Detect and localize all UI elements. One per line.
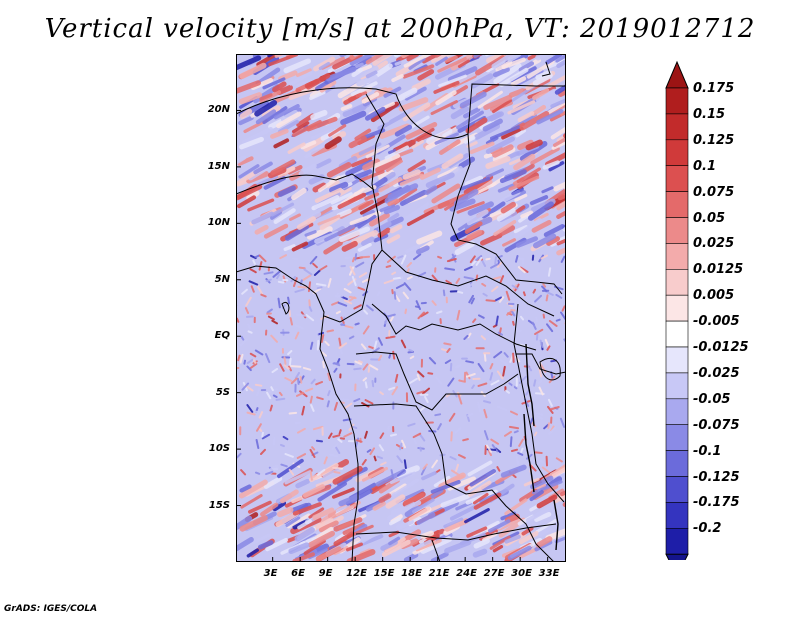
colorbar-swatch — [665, 165, 689, 192]
lon-tick-label: 12E — [346, 568, 367, 579]
lat-tick-label: 20N — [207, 104, 230, 116]
lon-tick-label: 6E — [291, 568, 305, 579]
colorbar-swatch — [665, 320, 689, 348]
colorbar-level-label: -0.2 — [693, 521, 722, 537]
colorbar-level-label: 0.175 — [693, 81, 735, 96]
lat-tick-label: EQ — [214, 330, 230, 342]
west-coastline — [236, 265, 359, 562]
lat-tick-label: 15S — [208, 499, 230, 511]
lat-tick-label: 5S — [215, 386, 230, 398]
colorbar-bottom-arrow — [665, 553, 689, 578]
colorbar-level-label: 0.1 — [693, 158, 717, 174]
colorbar-swatch — [665, 217, 689, 244]
chad-sudan-border — [450, 133, 563, 295]
colorbar-level-label: 0.0125 — [693, 262, 744, 278]
field-strokes — [236, 54, 566, 562]
colorbar-level-label: -0.05 — [693, 391, 731, 407]
colorbar-level-label: 0.025 — [693, 236, 735, 252]
drc-west-border — [355, 351, 519, 411]
great-lakes-border — [513, 303, 565, 503]
lon-tick-label: 27E — [483, 568, 505, 579]
colorbar-swatch — [665, 269, 689, 296]
colorbar-top-arrow — [665, 60, 689, 89]
map-frame — [236, 54, 566, 562]
map-title: Vertical velocity [m/s] at 200hPa, VT: 2… — [44, 14, 756, 44]
congo-north-border — [371, 303, 537, 351]
vertical-velocity-field — [236, 54, 566, 562]
colorbar-level-label: 0.005 — [693, 288, 735, 304]
colorbar-swatch — [665, 243, 689, 270]
lon-tick-label: 24E — [456, 568, 477, 579]
lon-tick-label: 21E — [428, 568, 450, 579]
colorbar-swatch — [665, 398, 689, 425]
lon-tick-label: 33E — [538, 568, 560, 579]
colorbar-swatch — [665, 502, 689, 529]
colorbar-swatch — [665, 294, 689, 322]
colorbar-swatches — [665, 60, 689, 578]
nile-feature — [541, 61, 551, 77]
colorbar-level-label: -0.005 — [693, 314, 740, 330]
colorbar-level-label: -0.0125 — [693, 340, 749, 355]
lat-tick-label: 10N — [207, 217, 230, 229]
colorbar-level-label: 0.125 — [693, 132, 735, 148]
colorbar-swatch — [665, 450, 689, 477]
lon-tick-label: 9E — [318, 568, 333, 579]
colorbar-level-label: 0.075 — [693, 184, 735, 200]
colorbar-level-label: -0.075 — [693, 417, 740, 433]
colorbar-level-label: -0.025 — [693, 365, 740, 381]
car-border — [381, 249, 555, 317]
north-border — [236, 83, 566, 139]
map-panel: 3E 6E 9E 12E 15E 18E 21E 24E 27E 30E 33E 20N 15N 10N… — [208, 54, 566, 579]
country-boundaries — [236, 61, 566, 562]
lon-tick-label: 3E — [263, 568, 278, 579]
namibia-border — [431, 539, 441, 562]
colorbar-level-label: -0.1 — [693, 443, 722, 459]
colorbar-swatch — [665, 191, 689, 218]
lake-victoria — [539, 358, 561, 381]
colorbar-swatch — [665, 424, 689, 451]
colorbar-level-label: -0.175 — [693, 495, 740, 511]
lake-albert — [525, 343, 535, 427]
colorbar: 0.175 0.15 0.125 0.1 0.075 0.05 0.025 0.0125 0.0… — [660, 60, 749, 578]
mali-niger-border — [236, 173, 375, 195]
southern-border — [355, 523, 557, 541]
bioko-island — [281, 301, 290, 315]
lon-tick-label: 18E — [401, 568, 422, 579]
lat-tick-label: 5N — [214, 273, 230, 285]
lake-tanganyika — [523, 413, 535, 493]
colorbar-level-label: 0.05 — [693, 210, 726, 226]
colorbar-swatch — [665, 87, 689, 115]
colorbar-swatch — [665, 527, 689, 555]
colorbar-swatch — [665, 476, 689, 503]
colorbar-swatch — [665, 113, 689, 141]
colorbar-swatch — [665, 372, 689, 400]
colorbar-swatch — [665, 346, 689, 374]
lat-tick-label: 10S — [208, 443, 230, 455]
grads-credit: GrADS: IGES/COLA — [4, 604, 98, 614]
colorbar-level-label: -0.125 — [693, 469, 740, 485]
colorbar-swatch — [665, 139, 689, 167]
colorbar-level-label: 0.15 — [693, 106, 726, 122]
lon-tick-label: 30E — [511, 568, 532, 579]
lat-tick-label: 15N — [207, 160, 230, 172]
lon-tick-label: 15E — [373, 568, 395, 579]
lake-malawi — [553, 499, 559, 551]
